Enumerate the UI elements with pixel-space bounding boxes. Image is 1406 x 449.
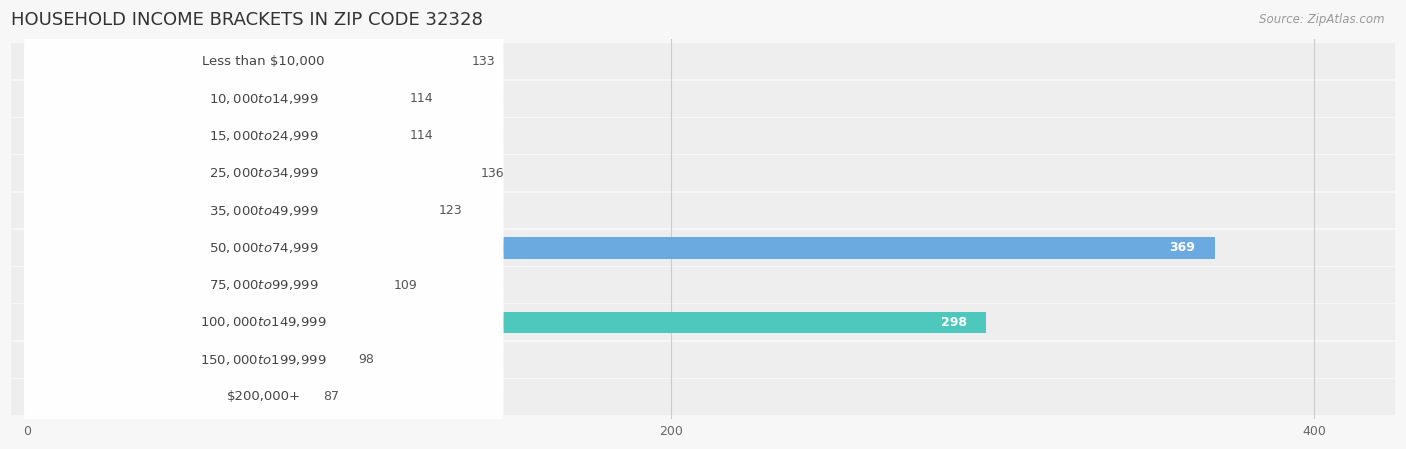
Text: 109: 109 bbox=[394, 278, 418, 291]
Bar bbox=[27, 51, 456, 72]
FancyBboxPatch shape bbox=[24, 275, 503, 444]
FancyBboxPatch shape bbox=[24, 126, 503, 295]
FancyBboxPatch shape bbox=[24, 0, 503, 145]
Bar bbox=[27, 349, 343, 370]
Text: 133: 133 bbox=[471, 55, 495, 68]
FancyBboxPatch shape bbox=[11, 118, 1395, 154]
Text: 114: 114 bbox=[411, 92, 434, 105]
FancyBboxPatch shape bbox=[11, 379, 1395, 415]
Text: $150,000 to $199,999: $150,000 to $199,999 bbox=[201, 352, 328, 367]
Text: 369: 369 bbox=[1170, 241, 1195, 254]
FancyBboxPatch shape bbox=[24, 238, 503, 407]
Text: Less than $10,000: Less than $10,000 bbox=[202, 55, 325, 68]
FancyBboxPatch shape bbox=[24, 313, 503, 449]
FancyBboxPatch shape bbox=[11, 193, 1395, 229]
Text: $50,000 to $74,999: $50,000 to $74,999 bbox=[209, 241, 319, 255]
FancyBboxPatch shape bbox=[11, 81, 1395, 117]
FancyBboxPatch shape bbox=[24, 163, 503, 332]
FancyBboxPatch shape bbox=[11, 155, 1395, 191]
Text: $35,000 to $49,999: $35,000 to $49,999 bbox=[209, 203, 319, 217]
Text: $10,000 to $14,999: $10,000 to $14,999 bbox=[209, 92, 319, 106]
Text: $75,000 to $99,999: $75,000 to $99,999 bbox=[209, 278, 319, 292]
FancyBboxPatch shape bbox=[24, 14, 503, 183]
Text: 114: 114 bbox=[411, 129, 434, 142]
Text: 123: 123 bbox=[439, 204, 463, 217]
Text: Source: ZipAtlas.com: Source: ZipAtlas.com bbox=[1260, 13, 1385, 26]
Bar bbox=[27, 237, 1215, 259]
Bar bbox=[27, 163, 465, 184]
Bar bbox=[27, 125, 394, 147]
Text: 98: 98 bbox=[359, 353, 374, 366]
FancyBboxPatch shape bbox=[24, 89, 503, 258]
Bar bbox=[27, 312, 986, 333]
Text: HOUSEHOLD INCOME BRACKETS IN ZIP CODE 32328: HOUSEHOLD INCOME BRACKETS IN ZIP CODE 32… bbox=[11, 11, 484, 29]
Bar bbox=[27, 200, 423, 221]
FancyBboxPatch shape bbox=[11, 267, 1395, 303]
Text: $200,000+: $200,000+ bbox=[226, 391, 301, 404]
Text: $25,000 to $34,999: $25,000 to $34,999 bbox=[209, 166, 319, 180]
FancyBboxPatch shape bbox=[24, 201, 503, 370]
Text: 298: 298 bbox=[941, 316, 967, 329]
Text: 136: 136 bbox=[481, 167, 505, 180]
Bar bbox=[27, 386, 307, 408]
FancyBboxPatch shape bbox=[11, 304, 1395, 340]
FancyBboxPatch shape bbox=[11, 230, 1395, 266]
FancyBboxPatch shape bbox=[11, 44, 1395, 79]
FancyBboxPatch shape bbox=[24, 52, 503, 220]
Text: 87: 87 bbox=[323, 391, 339, 404]
Bar bbox=[27, 274, 378, 296]
Text: $15,000 to $24,999: $15,000 to $24,999 bbox=[209, 129, 319, 143]
Bar bbox=[27, 88, 394, 110]
FancyBboxPatch shape bbox=[11, 342, 1395, 378]
Text: $100,000 to $149,999: $100,000 to $149,999 bbox=[201, 315, 328, 330]
